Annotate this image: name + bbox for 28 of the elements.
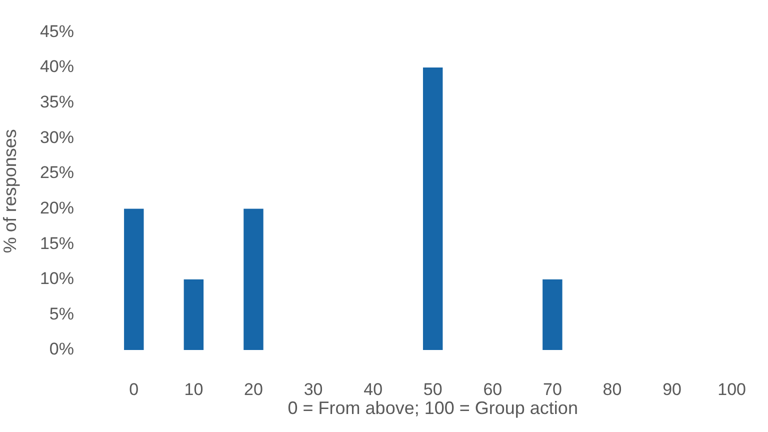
y-tick-label: 45% xyxy=(40,22,74,41)
y-tick-label: 0% xyxy=(49,340,74,359)
x-tick-label: 0 xyxy=(129,380,139,399)
y-tick-label: 20% xyxy=(40,198,74,218)
x-tick-label: 20 xyxy=(244,380,263,399)
x-tick-label: 10 xyxy=(184,380,204,399)
y-tick-label: 25% xyxy=(40,163,74,182)
x-tick-label: 90 xyxy=(662,380,682,399)
y-tick-label: 5% xyxy=(49,304,74,324)
bar xyxy=(542,279,562,350)
bar xyxy=(184,279,204,350)
y-tick-label: 10% xyxy=(40,269,74,288)
x-tick-label: 100 xyxy=(718,380,746,399)
bar xyxy=(244,208,264,350)
bar xyxy=(422,68,443,350)
y-tick-label: 30% xyxy=(40,128,74,147)
y-tick-label: 35% xyxy=(40,92,74,112)
x-tick-label: 80 xyxy=(602,380,622,399)
y-tick-label: 15% xyxy=(40,234,74,253)
x-tick-label: 30 xyxy=(304,380,323,399)
y-tick-label: 40% xyxy=(40,57,74,76)
y-axis-title: % of responses xyxy=(0,129,20,254)
x-tick-label: 70 xyxy=(542,380,562,399)
x-tick-label: 60 xyxy=(483,380,502,399)
bar xyxy=(124,208,144,350)
x-axis-title: 0 = From above; 100 = Group action xyxy=(288,398,578,418)
x-tick-label: 40 xyxy=(364,380,383,399)
x-tick-label: 50 xyxy=(423,380,442,399)
